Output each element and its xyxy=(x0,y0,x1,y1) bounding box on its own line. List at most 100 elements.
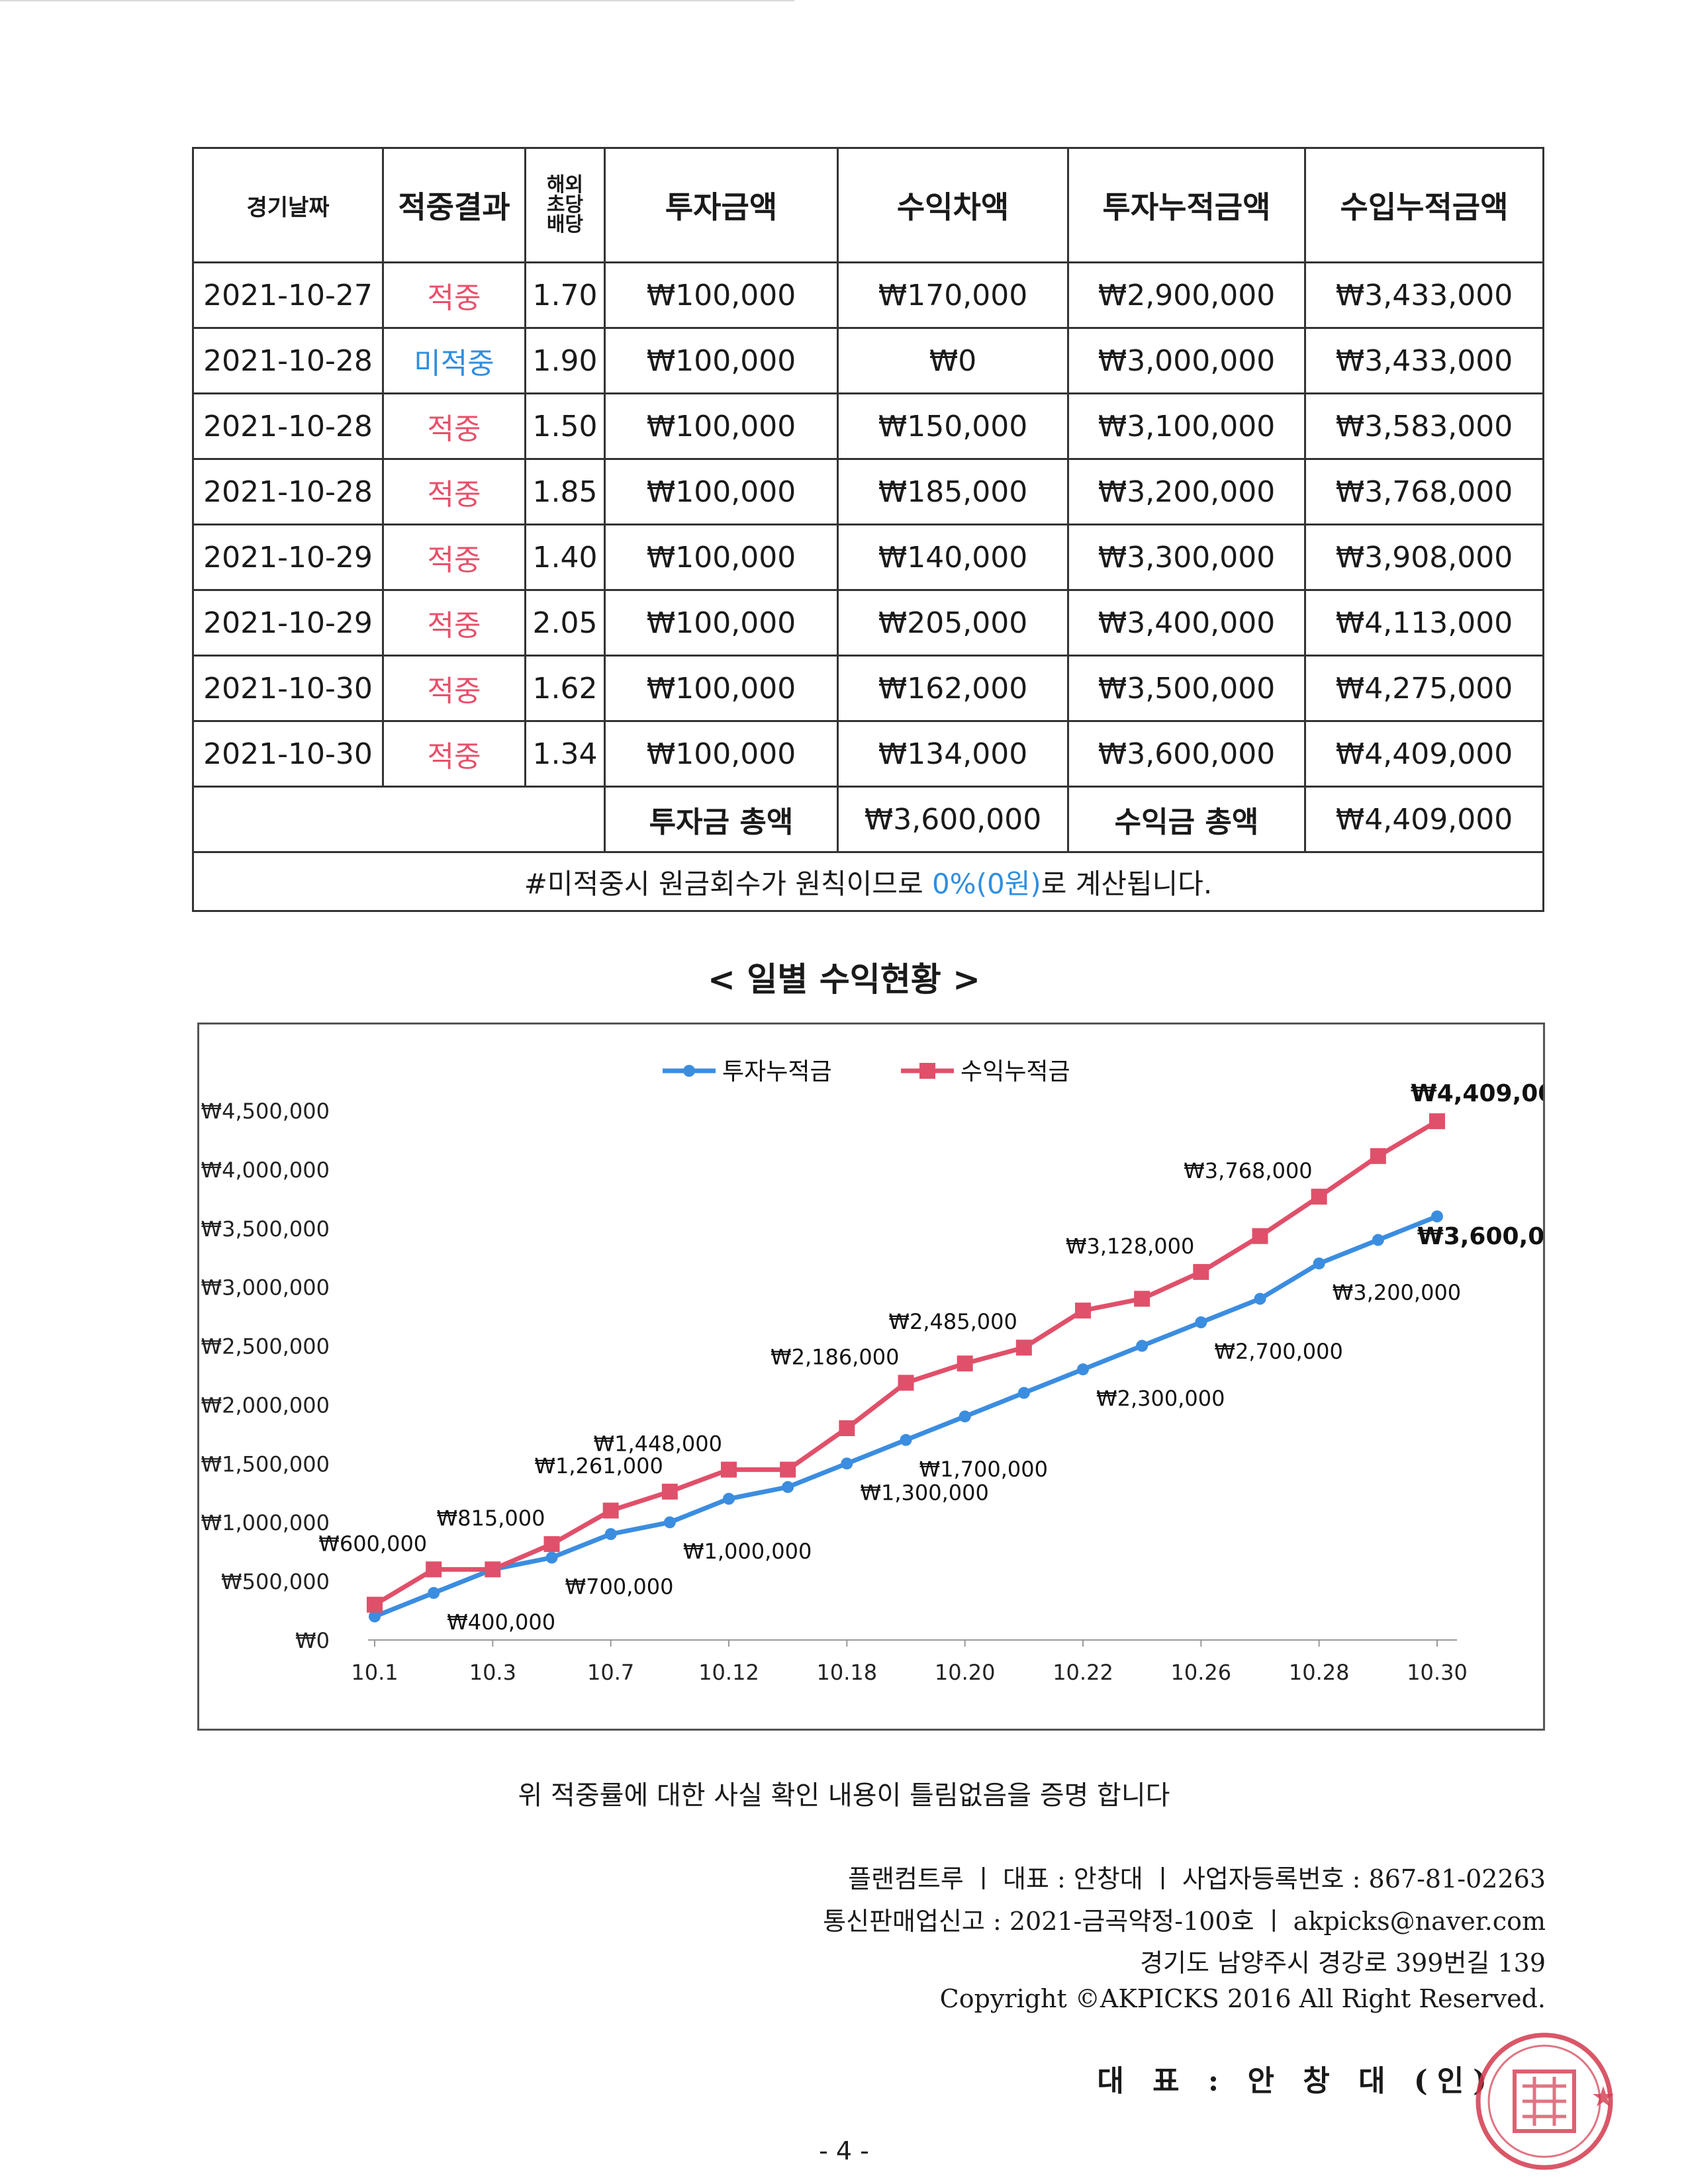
investment-point xyxy=(1077,1363,1089,1376)
y-tick-label: ₩1,500,000 xyxy=(201,1451,330,1477)
cell-income-cum: ₩3,908,000 xyxy=(1304,523,1544,591)
investment-point xyxy=(1136,1340,1149,1352)
legend-label: 수익누적금 xyxy=(961,1058,1070,1085)
x-tick-label: 10.7 xyxy=(587,1660,634,1685)
investment-point xyxy=(900,1433,912,1446)
income-point xyxy=(485,1561,501,1578)
investment-point xyxy=(369,1610,381,1623)
cell-invest: ₩100,000 xyxy=(604,458,839,525)
data-label: ₩815,000 xyxy=(437,1506,545,1531)
income-point xyxy=(426,1561,442,1578)
table-row: 2021-10-29 적중 1.40 ₩100,000 ₩140,000 ₩3,… xyxy=(192,523,1544,591)
header-invest-cum: 투자누적금액 xyxy=(1067,147,1306,263)
table-row: 2021-10-29 적중 2.05 ₩100,000 ₩205,000 ₩3,… xyxy=(192,589,1544,657)
y-tick-label: ₩2,000,000 xyxy=(201,1392,330,1418)
cumulative-line-chart: ₩0 ₩500,000 ₩1,000,000 ₩1,500,000 ₩2,000,000… xyxy=(201,1058,1578,1685)
investment-point xyxy=(1431,1210,1443,1222)
y-tick-label: ₩2,500,000 xyxy=(201,1334,330,1359)
total-income-label: 수익금 총액 xyxy=(1067,786,1306,853)
cell-odds: 1.34 xyxy=(524,720,606,788)
x-tick-label: 10.22 xyxy=(1053,1660,1113,1685)
x-tick-label: 10.28 xyxy=(1289,1660,1350,1685)
cell-result: 적중 xyxy=(382,655,526,722)
total-income-value: ₩4,409,000 xyxy=(1304,786,1544,853)
header-result: 적중결과 xyxy=(382,147,526,263)
investment-point xyxy=(1372,1234,1384,1246)
cell-invest-cum: ₩3,400,000 xyxy=(1067,589,1306,657)
note-prefix: #미적중시 원금회수가 원칙이므로 xyxy=(524,867,932,900)
cell-income-cum: ₩3,768,000 xyxy=(1304,458,1544,525)
data-label: ₩600,000 xyxy=(318,1531,427,1556)
income-point xyxy=(1370,1148,1386,1164)
legend-marker xyxy=(683,1065,695,1077)
cell-income-cum: ₩4,409,000 xyxy=(1304,720,1544,788)
table-row: 2021-10-30 적중 1.34 ₩100,000 ₩134,000 ₩3,… xyxy=(192,720,1544,788)
data-label: ₩2,485,000 xyxy=(888,1309,1017,1334)
series-line-investment xyxy=(373,1214,1438,1619)
cell-date: 2021-10-30 xyxy=(192,655,384,722)
betting-results-table: 경기날짜 적중결과 해외 초당 배당 투자금액 수익차액 투자누적금액 수입누적… xyxy=(192,147,1544,912)
total-invest-value: ₩3,600,000 xyxy=(837,786,1069,853)
table-row: 2021-10-28 적중 1.50 ₩100,000 ₩150,000 ₩3,… xyxy=(192,392,1544,460)
investment-point xyxy=(782,1480,794,1493)
investment-point xyxy=(428,1586,440,1599)
cell-date: 2021-10-28 xyxy=(192,392,384,460)
company-info-line1: 플랜컴트루 ㅣ 대표 : 안창대 ㅣ 사업자등록번호 : 867-81-0226… xyxy=(848,1864,1546,1893)
cell-invest: ₩100,000 xyxy=(604,655,839,722)
x-tick-label: 10.20 xyxy=(935,1660,996,1685)
income-point xyxy=(898,1375,914,1391)
y-tick-label: ₩500,000 xyxy=(221,1569,330,1594)
table-row: 2021-10-28 적중 1.85 ₩100,000 ₩185,000 ₩3,… xyxy=(192,458,1544,525)
cell-profit: ₩185,000 xyxy=(837,458,1069,525)
y-tick-label: ₩4,500,000 xyxy=(201,1099,330,1124)
y-tick-label: ₩0 xyxy=(295,1628,330,1653)
table-row: 2021-10-30 적중 1.62 ₩100,000 ₩162,000 ₩3,… xyxy=(192,655,1544,722)
data-label: ₩4,409,000 xyxy=(1411,1080,1543,1107)
data-label: ₩2,300,000 xyxy=(1096,1386,1225,1411)
investment-point xyxy=(1195,1316,1207,1328)
cell-invest-cum: ₩3,100,000 xyxy=(1067,392,1306,460)
income-point xyxy=(1134,1291,1150,1307)
note-cell: #미적중시 원금회수가 원칙이므로 0%(0원)로 계산됩니다. xyxy=(192,851,1544,912)
data-label: ₩400,000 xyxy=(447,1610,555,1635)
investment-point xyxy=(841,1457,853,1470)
x-tick-label: 10.3 xyxy=(469,1660,516,1685)
company-info-line2: 통신판매업신고 : 2021-금곡약정-100호 ㅣ akpicks@naver… xyxy=(823,1907,1546,1936)
x-tick-label: 10.18 xyxy=(817,1660,878,1685)
table-row: 2021-10-28 미적중 1.90 ₩100,000 ₩0 ₩3,000,0… xyxy=(192,327,1544,394)
income-point xyxy=(957,1355,973,1372)
investment-point xyxy=(1254,1293,1266,1305)
cell-odds: 1.70 xyxy=(524,261,606,329)
header-profit: 수익차액 xyxy=(837,147,1069,263)
cell-invest-cum: ₩3,600,000 xyxy=(1067,720,1306,788)
cell-income-cum: ₩3,433,000 xyxy=(1304,327,1544,394)
income-point xyxy=(1193,1263,1209,1280)
x-tick-label: 10.12 xyxy=(698,1660,759,1685)
cell-result: 적중 xyxy=(382,261,526,329)
investment-point xyxy=(723,1492,735,1505)
cell-invest: ₩100,000 xyxy=(604,261,839,329)
total-invest-label: 투자금 총액 xyxy=(604,786,839,853)
company-seal-stamp xyxy=(1468,2025,1620,2180)
cell-date: 2021-10-29 xyxy=(192,523,384,591)
legend-marker xyxy=(919,1063,935,1079)
income-point xyxy=(721,1461,737,1478)
income-point xyxy=(1311,1189,1327,1205)
data-label: ₩3,128,000 xyxy=(1066,1234,1195,1259)
x-tick-label: 10.26 xyxy=(1171,1660,1232,1685)
cell-odds: 1.40 xyxy=(524,523,606,591)
cell-result: 적중 xyxy=(382,392,526,460)
investment-point xyxy=(604,1528,617,1540)
company-address: 경기도 남양주시 경강로 399번길 139 xyxy=(1140,1948,1546,1978)
data-label: ₩2,700,000 xyxy=(1214,1339,1343,1364)
data-label: ₩1,000,000 xyxy=(683,1539,812,1564)
investment-point xyxy=(1313,1257,1325,1270)
cell-date: 2021-10-30 xyxy=(192,720,384,788)
header-odds-text: 해외 초당 배당 xyxy=(546,173,584,236)
cell-odds: 1.90 xyxy=(524,327,606,394)
note-highlight: 0%(0원) xyxy=(931,867,1041,900)
income-point xyxy=(1429,1113,1445,1130)
legend-label: 투자누적금 xyxy=(722,1058,832,1085)
investment-point xyxy=(1017,1387,1030,1399)
page-number: - 4 - xyxy=(819,2136,869,2165)
